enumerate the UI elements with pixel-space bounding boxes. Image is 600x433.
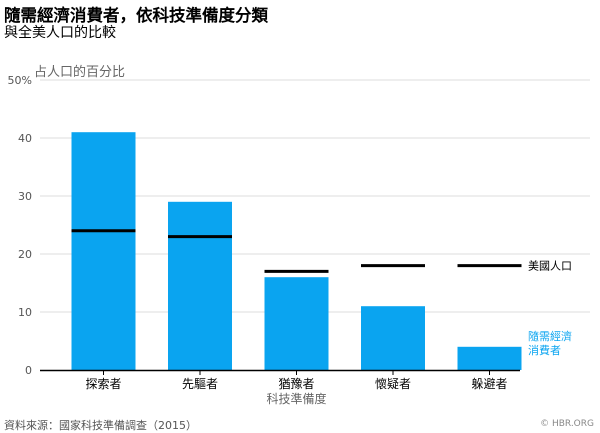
- x-axis-ticks: 探索者 先驅者 猶豫者 懷疑者 躲避者: [85, 370, 508, 391]
- source-note: 資料來源：國家科技準備調查（2015）: [4, 419, 197, 432]
- x-tick-label-5: 躲避者: [471, 376, 507, 391]
- y-axis-ticks: 0 10 20 30 40 50%: [8, 74, 32, 377]
- x-tick-label-3: 猶豫者: [278, 377, 314, 391]
- chart-subtitle: 與全美人口的比較: [4, 25, 116, 41]
- legend-bar-label-line-1: 隨需經濟: [528, 329, 572, 343]
- y-tick-label-0: 0: [25, 364, 32, 377]
- x-axis-label: 科技準備度: [266, 391, 326, 406]
- bar-4: [361, 306, 425, 370]
- bars: [71, 132, 522, 370]
- bar-2: [168, 201, 232, 370]
- reference-markers: [71, 229, 522, 273]
- y-tick-label-20: 20: [18, 248, 32, 261]
- bar-5: [457, 346, 522, 370]
- legend-bar-label-line-2: 消費者: [528, 343, 561, 357]
- y-tick-label-10: 10: [18, 306, 32, 319]
- y-tick-label-40: 40: [18, 132, 32, 145]
- x-tick-label-2: 先驅者: [182, 377, 218, 391]
- x-tick-label-1: 探索者: [85, 377, 121, 391]
- x-tick-label-4: 懷疑者: [375, 376, 411, 391]
- legend-reference-label: 美國人口: [528, 260, 572, 273]
- credit: © HBR.ORG: [540, 419, 594, 429]
- bar-3: [264, 277, 329, 370]
- y-tick-label-30: 30: [18, 190, 32, 203]
- bar-1: [71, 132, 136, 370]
- y-unit-label: 占人口的百分比: [34, 64, 125, 80]
- y-tick-label-50: 50%: [8, 74, 32, 87]
- chart-title: 隨需經濟消費者，依科技準備度分類: [4, 6, 268, 25]
